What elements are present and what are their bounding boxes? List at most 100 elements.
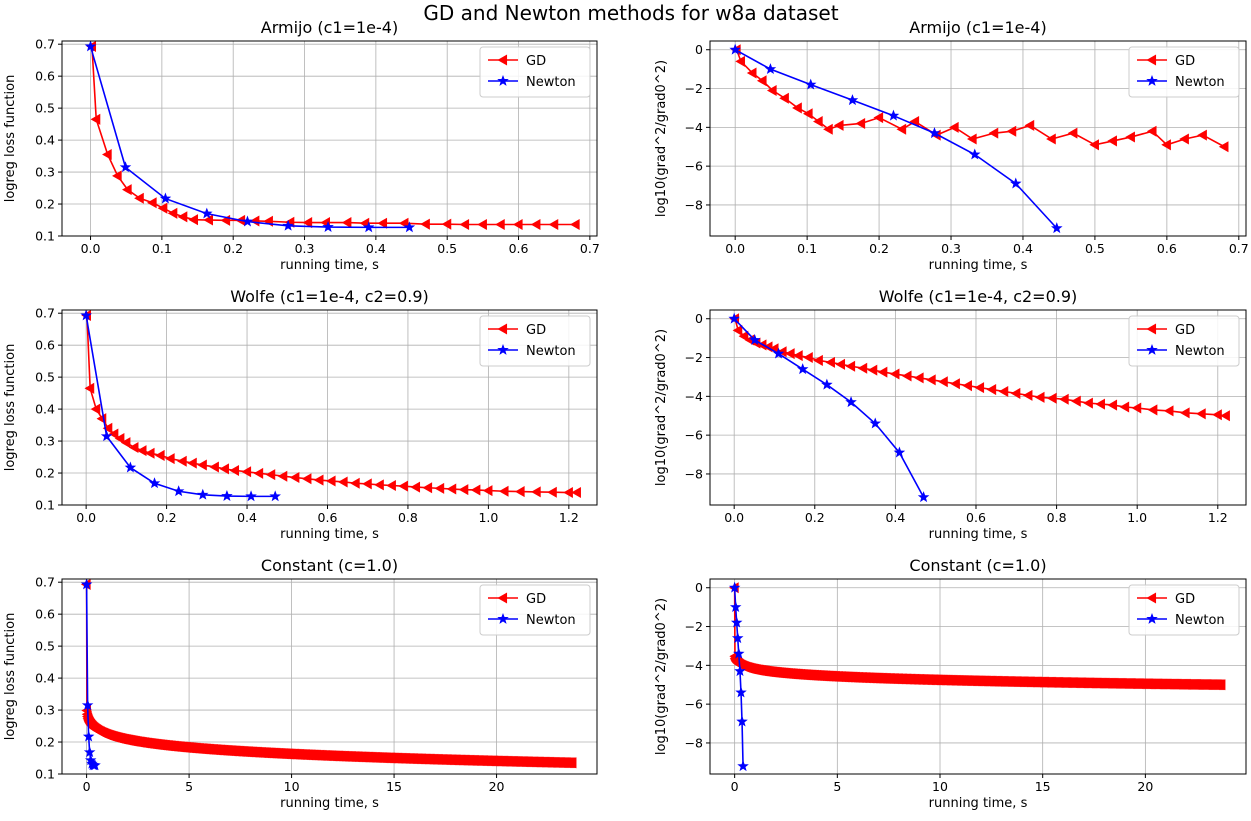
- gd-point: [177, 211, 188, 223]
- gd-point: [988, 127, 999, 139]
- gd-point: [1197, 129, 1207, 141]
- gd-point: [735, 55, 745, 67]
- gd-point: [962, 380, 972, 392]
- legend-label-newton: Newton: [526, 613, 576, 628]
- gd-point: [114, 432, 125, 445]
- gd-point: [1089, 139, 1099, 151]
- legend-label-newton: Newton: [1175, 613, 1225, 628]
- newton-point: [119, 161, 132, 173]
- gd-point: [146, 197, 157, 209]
- gd-point: [1107, 399, 1118, 411]
- gd-point: [398, 480, 408, 492]
- gd-point: [825, 356, 835, 368]
- gd-point: [1179, 133, 1189, 145]
- y-tick-label: 0.5: [35, 370, 55, 385]
- y-tick-label: 0.2: [35, 735, 55, 750]
- legend-marker-newton: [1146, 612, 1158, 624]
- gd-point: [1146, 125, 1157, 137]
- gd-point: [563, 487, 573, 499]
- gd-point: [302, 217, 313, 229]
- x-tick-label: 0.4: [366, 241, 386, 256]
- newton-point: [89, 759, 101, 771]
- gd-point: [386, 479, 396, 492]
- gd-point: [823, 123, 833, 135]
- x-tick-label: 20: [1137, 779, 1153, 794]
- axes-frame: [709, 309, 1247, 506]
- newton-point: [322, 220, 334, 232]
- x-tick-label: 0.3: [295, 241, 315, 256]
- newton-series-line: [733, 587, 744, 767]
- y-axis-label: log10(grad^2/grad0^2): [654, 60, 669, 217]
- newton-point: [731, 632, 744, 644]
- legend-marker-newton: [497, 74, 509, 86]
- newton-series: [80, 579, 101, 771]
- legend-marker-gd: [497, 54, 508, 66]
- gd-point: [84, 382, 95, 394]
- gd-point: [1071, 395, 1081, 407]
- x-axis-label: running time, s: [280, 527, 379, 542]
- gd-point: [177, 455, 187, 467]
- x-tick-label: 0: [731, 779, 739, 794]
- legend-marker-gd: [497, 323, 508, 335]
- newton-point: [729, 601, 742, 613]
- gd-point: [253, 467, 264, 479]
- newton-point: [80, 579, 93, 590]
- newton-point: [245, 490, 257, 502]
- gd-point: [157, 202, 168, 214]
- gd-point: [857, 362, 868, 374]
- newton-point: [1051, 222, 1063, 234]
- gd-point: [867, 364, 878, 376]
- newton-point: [197, 488, 209, 500]
- gd-point: [1163, 405, 1174, 417]
- gd-point: [974, 382, 985, 394]
- newton-series: [80, 310, 281, 502]
- x-tick-label: 20: [489, 779, 505, 794]
- y-tick-label: −4: [685, 658, 703, 673]
- plot-area: [84, 41, 580, 233]
- newton-point: [148, 477, 161, 489]
- gd-point: [950, 378, 960, 390]
- subplot-title: Armijo (c1=1e-4): [261, 18, 398, 37]
- gd-point: [571, 487, 581, 499]
- gd-point: [410, 481, 421, 493]
- gd-point: [732, 324, 743, 336]
- x-tick-label: 0.6: [1157, 241, 1177, 256]
- newton-series: [728, 312, 930, 503]
- gd-point: [420, 218, 430, 230]
- gd-point: [569, 218, 580, 231]
- gd-point: [341, 217, 352, 229]
- gd-point: [779, 92, 789, 104]
- legend-label-gd: GD: [1175, 592, 1195, 607]
- legend: GD Newton: [479, 315, 591, 367]
- legend-marker-newton: [1146, 74, 1158, 86]
- newton-point: [221, 489, 233, 501]
- gd-point: [1107, 135, 1117, 147]
- subplot-title: Armijo (c1=1e-4): [909, 18, 1046, 37]
- gd-point: [377, 217, 388, 229]
- y-tick-label: 0.5: [35, 639, 55, 654]
- y-tick-label: 0.3: [35, 165, 55, 180]
- y-tick-label: 0.1: [35, 229, 55, 244]
- x-tick-label: 0.2: [157, 510, 177, 525]
- newton-point: [84, 41, 97, 52]
- gd-point: [784, 348, 795, 360]
- y-tick-label: 0.4: [35, 671, 55, 686]
- plot-area: [729, 43, 1229, 234]
- newton-point: [282, 219, 294, 231]
- legend: GD Newton: [479, 46, 591, 98]
- y-tick-label: 0.2: [35, 197, 55, 212]
- legend-marker-gd: [1146, 54, 1157, 66]
- newton-point: [869, 417, 881, 429]
- newton-point: [893, 446, 906, 458]
- x-tick-label: 5: [185, 779, 193, 794]
- y-tick-label: 0.7: [35, 575, 55, 590]
- gd-point: [458, 484, 469, 496]
- gd-point: [913, 372, 924, 384]
- gd-point: [1161, 139, 1171, 151]
- gd-point: [566, 757, 577, 769]
- gd-point: [144, 447, 155, 459]
- x-tick-label: 10: [284, 779, 300, 794]
- gd-series: [729, 582, 1226, 691]
- x-tick-label: 0.5: [1085, 241, 1105, 256]
- gd-point: [998, 385, 1009, 398]
